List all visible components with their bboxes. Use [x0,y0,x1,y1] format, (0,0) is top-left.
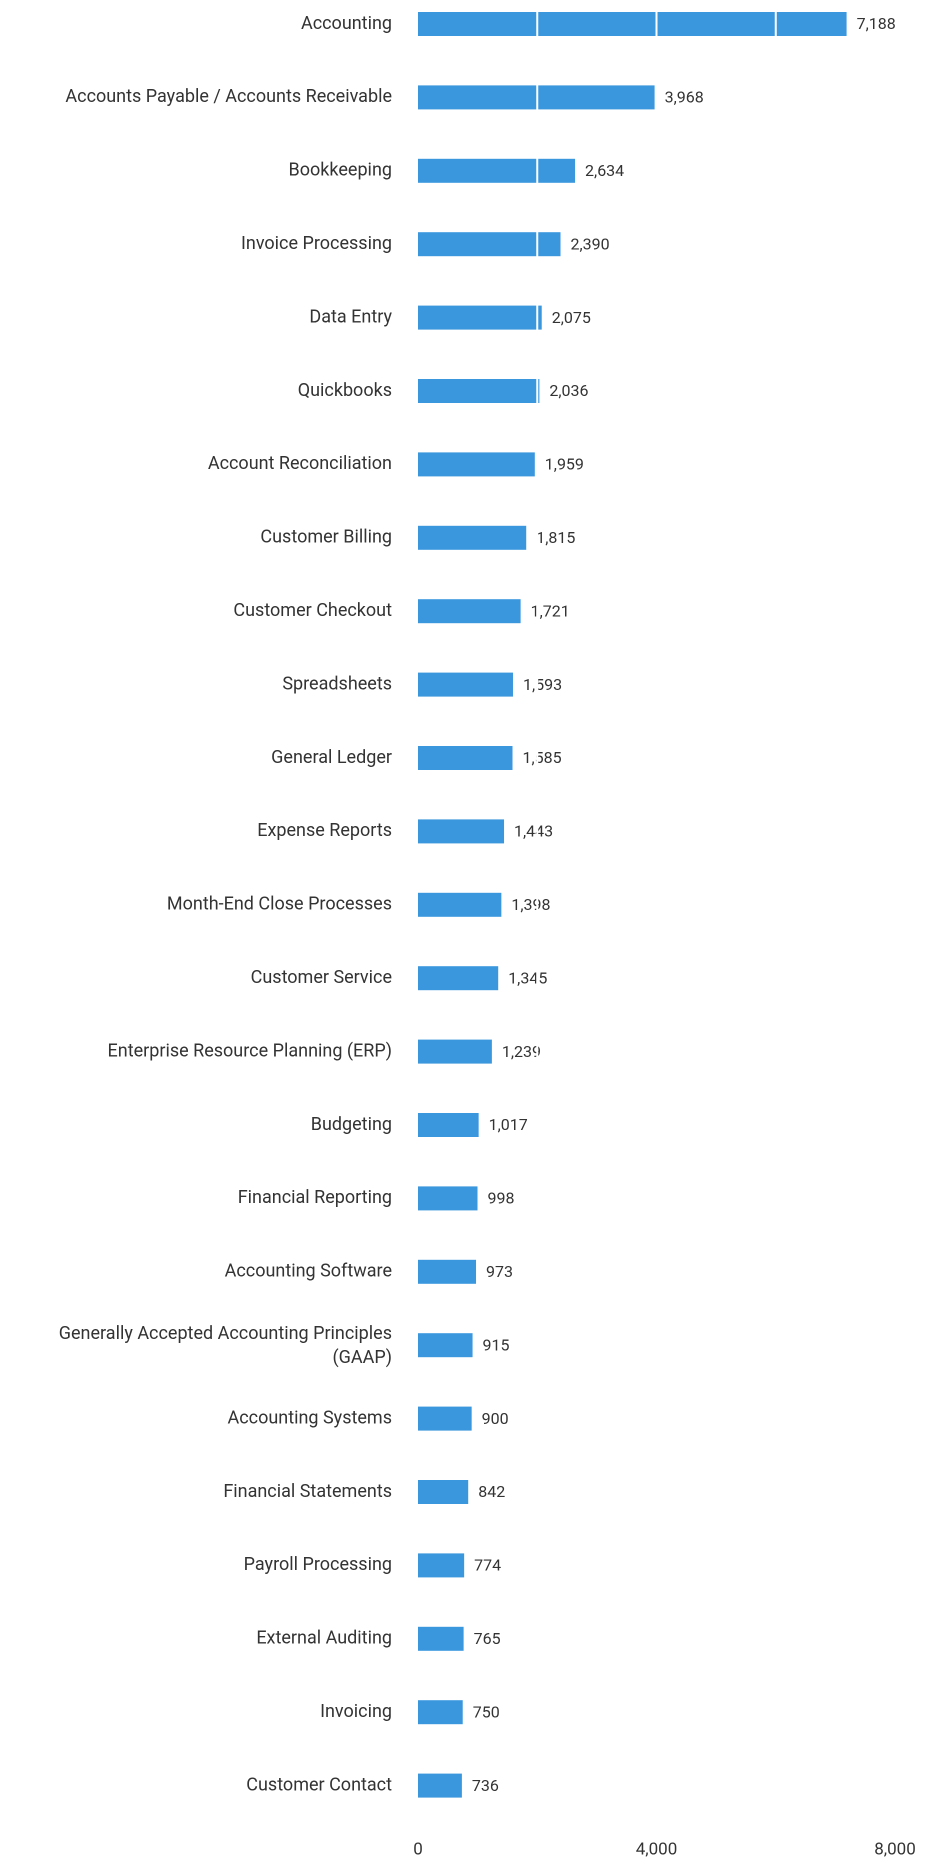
value-label: 915 [483,1335,510,1354]
bar [418,966,499,991]
bar [418,1039,492,1064]
value-label: 998 [488,1189,515,1208]
category-label: Customer Service [251,967,392,988]
category-label-line: Generally Accepted Accounting Principles [59,1323,392,1344]
category-label: Account Reconciliation [208,453,392,474]
category-label: Customer Billing [260,527,392,548]
bar [418,1333,473,1358]
value-label: 774 [474,1556,501,1575]
value-label: 973 [486,1262,513,1281]
bar [418,672,513,697]
value-label: 1,017 [489,1115,528,1134]
bar [418,158,576,183]
category-label: Enterprise Resource Planning (ERP) [108,1040,392,1061]
bar [418,1553,465,1578]
bar [418,892,502,917]
value-label: 3,968 [665,88,704,107]
bar [418,819,505,844]
value-label: 736 [472,1776,499,1795]
value-label: 2,036 [549,381,588,400]
bar [418,525,527,550]
value-label: 765 [474,1629,501,1648]
value-label: 1,239 [502,1042,541,1061]
bar [418,379,540,403]
category-label: General Ledger [271,747,392,768]
category-label: Customer Contact [246,1774,392,1795]
bar [418,305,542,330]
bar [418,1773,462,1798]
value-label: 1,959 [545,455,584,474]
bar [418,1700,463,1725]
category-label: Payroll Processing [244,1554,392,1575]
bar [418,746,513,770]
value-label: 900 [482,1409,509,1428]
value-label: 7,188 [857,14,896,33]
bar [418,1113,479,1137]
category-label: Accounting Systems [228,1407,393,1428]
category-label: Month-End Close Processes [167,894,392,915]
category-label: External Auditing [256,1628,392,1649]
bar [418,232,561,257]
category-label: Financial Reporting [238,1187,392,1208]
value-label: 1,345 [508,968,547,987]
category-label-line: (GAAP) [332,1347,392,1368]
value-label: 1,593 [523,675,562,694]
value-label: 1,443 [514,822,553,841]
category-label: Spreadsheets [282,673,392,694]
bar [418,1186,478,1211]
category-label: Generally Accepted Accounting Principles… [59,1323,392,1368]
value-label: 2,634 [585,161,624,180]
value-label: 1,721 [531,601,570,620]
category-label: Budgeting [311,1114,392,1135]
x-tick-label: 4,000 [636,1839,678,1859]
bar [418,1626,464,1651]
bar [418,599,521,624]
category-label: Expense Reports [257,820,392,841]
category-label: Accounts Payable / Accounts Receivable [65,86,392,107]
value-label: 1,815 [536,528,575,547]
bar [418,1406,472,1431]
category-label: Data Entry [309,306,392,327]
category-label: Quickbooks [298,380,392,401]
x-tick-label: 0 [413,1839,423,1859]
value-label: 842 [478,1482,505,1501]
bar [418,1480,469,1504]
category-label: Financial Statements [223,1481,392,1502]
x-tick-label: 8,000 [874,1839,916,1859]
category-label: Bookkeeping [289,160,392,181]
category-label: Invoice Processing [241,233,392,254]
category-label: Accounting [301,13,392,34]
value-label: 1,398 [511,895,550,914]
category-label: Customer Checkout [233,600,392,621]
bar [418,452,535,477]
value-label: 1,585 [523,748,562,767]
bars [418,12,847,1798]
bar [418,1259,477,1284]
category-label: Invoicing [320,1701,392,1722]
value-label: 2,075 [552,308,591,327]
value-label: 2,390 [571,234,610,253]
bar [418,12,847,36]
value-label: 750 [473,1702,500,1721]
category-label: Accounting Software [225,1261,392,1282]
